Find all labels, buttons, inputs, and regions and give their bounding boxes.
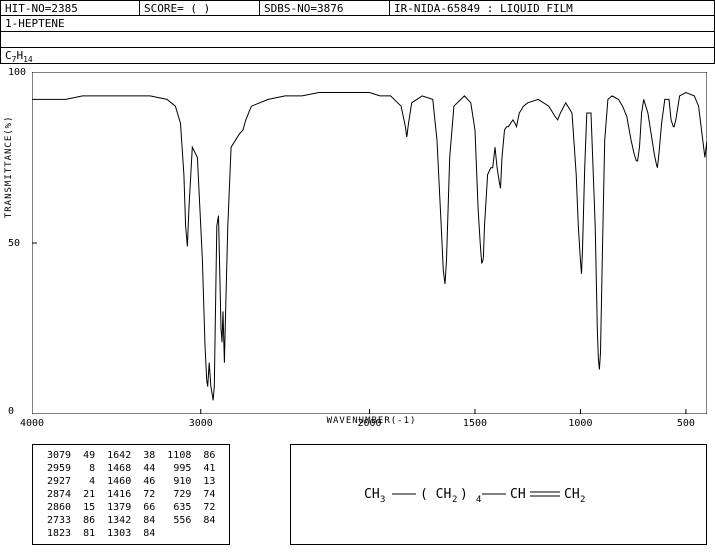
spectrum-chart [32, 72, 707, 414]
structure-formula: CH3( CH2 )4CHCH2 [364, 480, 634, 510]
formula: C7H14 [0, 48, 715, 64]
hit-no-cell: HIT-NO=2385 [0, 0, 140, 16]
svg-text:3: 3 [380, 495, 385, 505]
blank-row [0, 32, 715, 48]
svg-text:( CH: ( CH [420, 487, 451, 502]
peak-table: 3079491642381108862959814684499541292741… [32, 444, 230, 545]
ytick-0: 0 [8, 406, 14, 417]
y-axis-label: TRANSMITTANCE(%) [4, 115, 14, 218]
svg-text:): ) [460, 487, 468, 502]
ytick-100: 100 [8, 67, 26, 78]
svg-text:CH: CH [564, 487, 580, 502]
compound-name: 1-HEPTENE [0, 16, 715, 32]
svg-text:2: 2 [452, 495, 457, 505]
structure-box: CH3( CH2 )4CHCH2 [290, 444, 707, 545]
chart-area: TRANSMITTANCE(%) 100 50 0 40003000200015… [32, 72, 711, 426]
ytick-50: 50 [8, 238, 20, 249]
header-row: HIT-NO=2385 SCORE= ( ) SDBS-NO=3876 IR-N… [0, 0, 715, 16]
ir-info-cell: IR-NIDA-65849 : LIQUID FILM [390, 0, 715, 16]
score-cell: SCORE= ( ) [140, 0, 260, 16]
svg-text:CH: CH [364, 487, 380, 502]
svg-text:2: 2 [580, 495, 585, 505]
svg-text:4: 4 [476, 495, 481, 505]
sdbs-no-cell: SDBS-NO=3876 [260, 0, 390, 16]
svg-text:CH: CH [510, 487, 526, 502]
